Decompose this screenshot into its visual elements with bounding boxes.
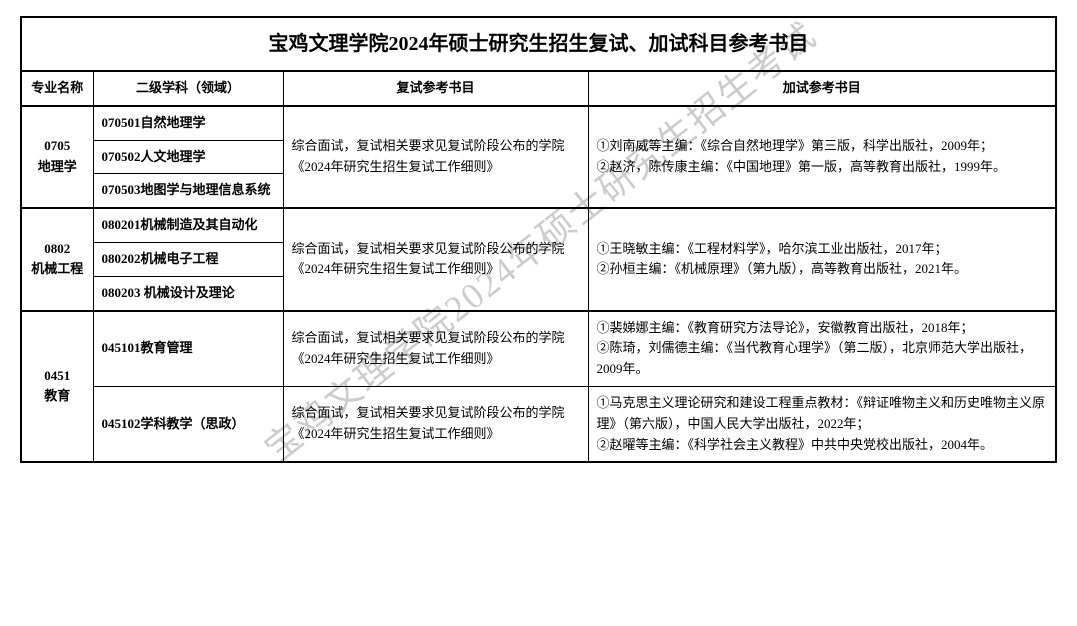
jiashi-cell: ①马克思主义理论研究和建设工程重点教材：《辩证唯物主义和历史唯物主义原理》（第六… (588, 386, 1056, 462)
sub-discipline-cell: 080201机械制造及其自动化 (93, 208, 283, 242)
table-row: 0802 机械工程 080201机械制造及其自动化 综合面试，复试相关要求见复试… (21, 208, 1056, 242)
major-name: 地理学 (38, 159, 77, 174)
jiashi-cell: ①裴娣娜主编：《教育研究方法导论》，安徽教育出版社，2018年； ②陈琦，刘儒德… (588, 311, 1056, 387)
header-jiashi: 加试参考书目 (588, 71, 1056, 106)
sub-discipline-cell: 070502人文地理学 (93, 140, 283, 174)
major-name: 教育 (44, 388, 70, 403)
reference-table: 宝鸡文理学院2024年硕士研究生招生复试、加试科目参考书目 专业名称 二级学科（… (20, 16, 1057, 463)
header-fushi: 复试参考书目 (283, 71, 588, 106)
table-row: 045102学科教学（思政） 综合面试，复试相关要求见复试阶段公布的学院《202… (21, 386, 1056, 462)
major-name: 机械工程 (31, 261, 83, 276)
sub-discipline-cell: 045102学科教学（思政） (93, 386, 283, 462)
title-row: 宝鸡文理学院2024年硕士研究生招生复试、加试科目参考书目 (21, 17, 1056, 71)
table-title: 宝鸡文理学院2024年硕士研究生招生复试、加试科目参考书目 (21, 17, 1056, 71)
major-code: 0451 (44, 368, 70, 383)
fushi-cell: 综合面试，复试相关要求见复试阶段公布的学院《2024年研究生招生复试工作细则》 (283, 311, 588, 387)
major-cell-geography: 0705 地理学 (21, 106, 93, 208)
major-code: 0705 (44, 138, 70, 153)
header-sub: 二级学科（领域） (93, 71, 283, 106)
major-cell-education: 0451 教育 (21, 311, 93, 463)
major-code: 0802 (44, 241, 70, 256)
sub-discipline-cell: 045101教育管理 (93, 311, 283, 387)
fushi-cell: 综合面试，复试相关要求见复试阶段公布的学院《2024年研究生招生复试工作细则》 (283, 386, 588, 462)
sub-discipline-cell: 070501自然地理学 (93, 106, 283, 140)
table-row: 0451 教育 045101教育管理 综合面试，复试相关要求见复试阶段公布的学院… (21, 311, 1056, 387)
header-row: 专业名称 二级学科（领域） 复试参考书目 加试参考书目 (21, 71, 1056, 106)
sub-discipline-cell: 080203 机械设计及理论 (93, 276, 283, 310)
major-cell-mechanical: 0802 机械工程 (21, 208, 93, 310)
page-container: 宝鸡文理学院2024年硕士研究生招生考试 宝鸡文理学院2024年硕士研究生招生复… (0, 0, 1077, 479)
fushi-cell: 综合面试，复试相关要求见复试阶段公布的学院《2024年研究生招生复试工作细则》 (283, 106, 588, 208)
sub-discipline-cell: 080202机械电子工程 (93, 242, 283, 276)
table-row: 0705 地理学 070501自然地理学 综合面试，复试相关要求见复试阶段公布的… (21, 106, 1056, 140)
fushi-cell: 综合面试，复试相关要求见复试阶段公布的学院《2024年研究生招生复试工作细则》 (283, 208, 588, 310)
jiashi-cell: ①刘南威等主编：《综合自然地理学》第三版，科学出版社，2009年； ②赵济，陈传… (588, 106, 1056, 208)
sub-discipline-cell: 070503地图学与地理信息系统 (93, 174, 283, 208)
jiashi-cell: ①王晓敏主编：《工程材料学》，哈尔滨工业出版社，2017年； ②孙桓主编：《机械… (588, 208, 1056, 310)
header-major: 专业名称 (21, 71, 93, 106)
